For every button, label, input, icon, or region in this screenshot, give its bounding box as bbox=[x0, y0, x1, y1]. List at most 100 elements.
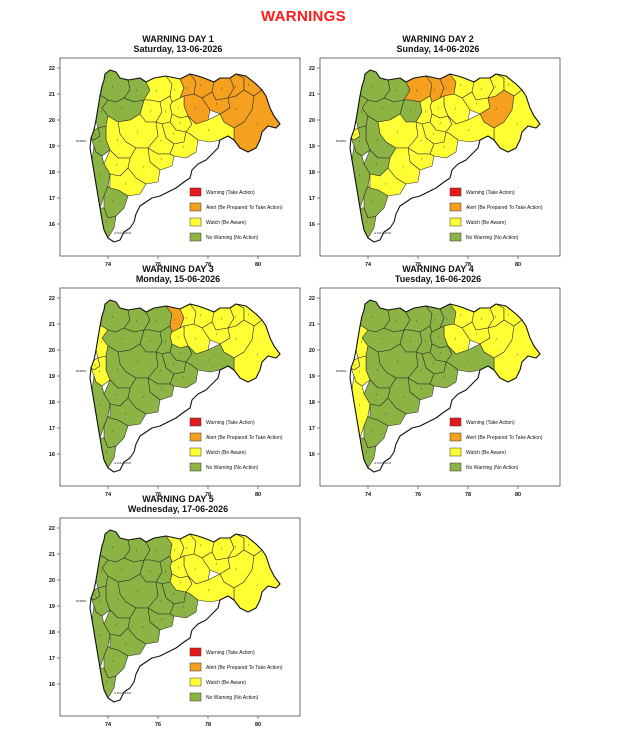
district-marker: ƒ bbox=[174, 548, 176, 552]
district-kolhapur bbox=[103, 645, 129, 679]
place-label-mumbai: MUMBAI bbox=[336, 139, 347, 143]
district-marker: ƒ bbox=[425, 340, 427, 344]
district-marker: ƒ bbox=[117, 138, 119, 142]
district-marker: ƒ bbox=[208, 358, 210, 362]
district-marker: ƒ bbox=[396, 319, 398, 323]
district-marker: ƒ bbox=[150, 339, 152, 343]
district-marker: ƒ bbox=[178, 336, 180, 340]
district-marker: ƒ bbox=[112, 429, 114, 433]
district-marker: ƒ bbox=[195, 107, 197, 111]
district-marker: ƒ bbox=[179, 581, 181, 585]
district-marker: ƒ bbox=[366, 219, 368, 223]
district-marker: ƒ bbox=[481, 87, 483, 91]
panel-heading: WARNING DAY 3 bbox=[142, 264, 214, 274]
district-map: ƒ ƒ ƒ ƒ ƒ ƒ ƒ ƒ ƒ ƒ ƒ ƒ ƒ ƒ ƒ ƒ ƒ ƒ ƒ ƒ ƒ ƒ ƒ ƒ ƒ ƒ ƒ ƒ ƒ ƒ ƒ ƒ ƒ ƒ MUMBAI… bbox=[309, 57, 561, 268]
y-tick-label: 16 bbox=[49, 222, 55, 228]
state-outline bbox=[349, 69, 541, 243]
district-marker: ƒ bbox=[359, 173, 361, 177]
district-marker: ƒ bbox=[216, 331, 218, 335]
district-marker: ƒ bbox=[385, 412, 387, 416]
district-marker: ƒ bbox=[248, 313, 250, 317]
district-marker: ƒ bbox=[106, 449, 108, 453]
district-marker: ƒ bbox=[248, 543, 250, 547]
district-marker: ƒ bbox=[235, 107, 237, 111]
district-jalna bbox=[415, 95, 433, 125]
place-label-kolhapur: of KOLHAPUR bbox=[374, 461, 391, 465]
legend-swatch-orange bbox=[189, 432, 202, 442]
district-marker: ƒ bbox=[160, 369, 162, 373]
district-marker: ƒ bbox=[121, 107, 123, 111]
legend-label-yellow: Watch (Be Aware) bbox=[466, 450, 506, 456]
legend-swatch-green bbox=[449, 462, 462, 472]
district-marker: ƒ bbox=[165, 110, 167, 114]
district-marker: ƒ bbox=[508, 313, 510, 317]
district-marker: ƒ bbox=[186, 316, 188, 320]
place-label-mumbai: MUMBAI bbox=[336, 369, 347, 373]
district-marker: ƒ bbox=[396, 89, 398, 93]
district-marker: ƒ bbox=[111, 85, 113, 89]
district-marker: ƒ bbox=[165, 340, 167, 344]
district-marker: ƒ bbox=[495, 85, 497, 89]
district-marker: ƒ bbox=[410, 339, 412, 343]
district-marker: ƒ bbox=[178, 566, 180, 570]
legend-label-orange: Alert (Be Prepared To Take Action) bbox=[206, 435, 283, 441]
district-marker: ƒ bbox=[420, 369, 422, 373]
district-jalna bbox=[155, 555, 173, 585]
x-tick-label: 74 bbox=[105, 722, 112, 728]
x-tick-label: 78 bbox=[205, 492, 211, 498]
state-outline bbox=[349, 299, 541, 473]
district-marker: ƒ bbox=[495, 107, 497, 111]
y-tick-label: 18 bbox=[309, 400, 315, 406]
district-marker: ƒ bbox=[99, 633, 101, 637]
district-jalna bbox=[415, 325, 433, 355]
district-marker: ƒ bbox=[235, 85, 237, 89]
district-marker: ƒ bbox=[439, 121, 441, 125]
place-label-kolhapur: of KOLHAPUR bbox=[114, 691, 131, 695]
district-marker: ƒ bbox=[142, 165, 144, 169]
y-tick-label: 17 bbox=[309, 196, 315, 202]
district-marker: ƒ bbox=[174, 318, 176, 322]
district-marker: ƒ bbox=[117, 598, 119, 602]
district-marker: ƒ bbox=[111, 545, 113, 549]
legend-label-green: No Warning (No Action) bbox=[466, 465, 519, 471]
district-kolhapur bbox=[363, 185, 389, 219]
district-marker: ƒ bbox=[99, 140, 101, 144]
panel-date: Tuesday, 16-06-2026 bbox=[394, 274, 482, 284]
district-marker: ƒ bbox=[433, 362, 435, 366]
district-marker: ƒ bbox=[438, 106, 440, 110]
place-label-kolhapur: of KOLHAPUR bbox=[374, 231, 391, 235]
district-marker: ƒ bbox=[94, 363, 96, 367]
district-marker: ƒ bbox=[443, 374, 445, 378]
warning-panel-day-3: WARNING DAY 3 Monday, 15-06-2026 ƒ ƒ ƒ ƒ ƒ ƒ ƒ ƒ ƒ… bbox=[48, 264, 308, 504]
district-marker: ƒ bbox=[446, 86, 448, 90]
legend-swatch-yellow bbox=[449, 447, 462, 457]
district-marker: ƒ bbox=[208, 128, 210, 132]
legend-swatch-red bbox=[189, 187, 202, 197]
district-marker: ƒ bbox=[221, 87, 223, 91]
district-map: ƒ ƒ ƒ ƒ ƒ ƒ ƒ ƒ ƒ ƒ ƒ ƒ ƒ ƒ ƒ ƒ ƒ ƒ ƒ ƒ ƒ ƒ ƒ ƒ ƒ ƒ ƒ ƒ ƒ ƒ ƒ ƒ ƒ ƒ MUMBAI… bbox=[49, 57, 301, 268]
district-marker: ƒ bbox=[178, 106, 180, 110]
district-marker: ƒ bbox=[156, 88, 158, 92]
legend-swatch-red bbox=[449, 187, 462, 197]
y-tick-label: 20 bbox=[49, 578, 55, 584]
district-marker: ƒ bbox=[94, 593, 96, 597]
place-label-kolhapur: of KOLHAPUR bbox=[114, 231, 131, 235]
district-marker: ƒ bbox=[420, 139, 422, 143]
district-marker: ƒ bbox=[508, 83, 510, 87]
district-marker: ƒ bbox=[121, 337, 123, 341]
district-marker: ƒ bbox=[235, 545, 237, 549]
legend-label-red: Warning (Take Action) bbox=[466, 420, 515, 426]
district-marker: ƒ bbox=[136, 89, 138, 93]
district-marker: ƒ bbox=[106, 679, 108, 683]
district-marker: ƒ bbox=[235, 337, 237, 341]
district-marker: ƒ bbox=[516, 122, 518, 126]
panel-date: Sunday, 14-06-2026 bbox=[396, 44, 480, 54]
district-marker: ƒ bbox=[455, 107, 457, 111]
district-marker: ƒ bbox=[221, 317, 223, 321]
legend-label-green: No Warning (No Action) bbox=[206, 695, 259, 701]
x-tick-label: 80 bbox=[515, 262, 521, 268]
district-marker: ƒ bbox=[235, 567, 237, 571]
plot-frame bbox=[59, 517, 301, 717]
district-marker: ƒ bbox=[421, 387, 423, 391]
district-marker: ƒ bbox=[376, 163, 378, 167]
